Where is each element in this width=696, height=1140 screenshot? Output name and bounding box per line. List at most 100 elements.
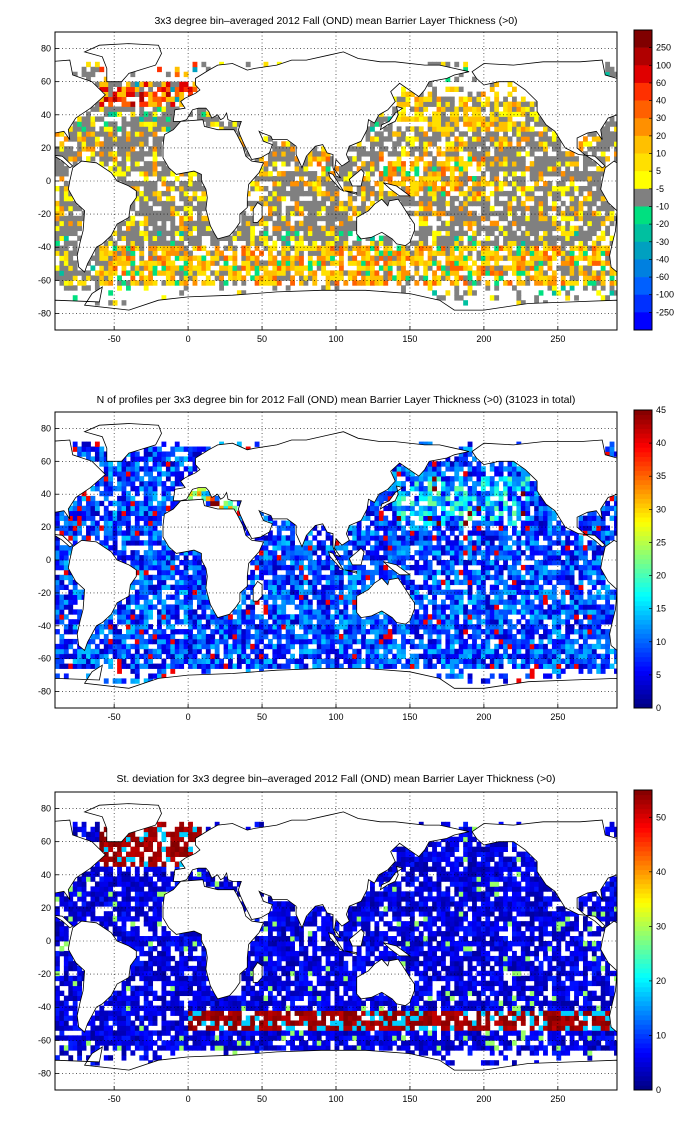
bin-cell xyxy=(591,176,597,182)
y-tick-label: 80 xyxy=(41,44,51,54)
bin-cell xyxy=(330,560,335,566)
bin-cell xyxy=(205,634,211,640)
bin-cell xyxy=(174,280,180,286)
bin-cell xyxy=(130,136,136,142)
bin-cell xyxy=(409,195,415,202)
bin-cell xyxy=(454,265,460,271)
bin-cell xyxy=(507,161,513,167)
bin-cell xyxy=(68,515,74,521)
bin-cell xyxy=(272,230,278,237)
bin-cell xyxy=(454,76,460,83)
bin-cell xyxy=(316,190,322,197)
bin-cell xyxy=(192,86,198,92)
bin-cell xyxy=(94,255,100,261)
bin-cell xyxy=(214,619,220,625)
bin-cell xyxy=(121,658,127,664)
bin-cell xyxy=(436,146,442,152)
bin-cell xyxy=(312,614,318,620)
bin-cell xyxy=(161,619,167,625)
bin-cell xyxy=(72,535,78,541)
bin-cell xyxy=(334,614,340,620)
bin-cell xyxy=(228,643,233,650)
bin-cell xyxy=(609,270,615,276)
bin-cell xyxy=(316,579,322,586)
bin-cell xyxy=(130,619,136,625)
bin-cell xyxy=(210,638,216,645)
bin-cell xyxy=(143,550,149,556)
bin-cell xyxy=(68,599,74,605)
bin-cell xyxy=(467,116,473,122)
bin-cell xyxy=(569,250,575,256)
bin-cell xyxy=(108,466,114,472)
bin-cell xyxy=(188,200,193,207)
bin-cell xyxy=(321,245,327,251)
bin-cell xyxy=(316,215,322,222)
bin-cell xyxy=(396,265,402,271)
bin-cell xyxy=(139,106,145,112)
bin-cell xyxy=(378,520,384,526)
bin-cell xyxy=(370,260,375,266)
bin-cell xyxy=(103,486,109,492)
bin-cell xyxy=(511,255,517,261)
bin-cell xyxy=(285,265,291,271)
bin-cell xyxy=(361,260,366,266)
bin-cell xyxy=(77,495,83,502)
bin-cell xyxy=(130,265,136,271)
bin-cell xyxy=(72,200,78,207)
bin-cell xyxy=(556,141,562,147)
bin-cell xyxy=(139,101,145,107)
bin-cell xyxy=(276,555,282,561)
bin-cell xyxy=(188,609,193,615)
bin-cell xyxy=(520,146,526,152)
bin-cell xyxy=(134,604,140,610)
bin-cell xyxy=(449,131,455,137)
bin-cell xyxy=(578,225,584,232)
bin-cell xyxy=(480,225,486,232)
bin-cell xyxy=(86,446,91,452)
bin-cell xyxy=(161,638,167,645)
bin-cell xyxy=(117,250,122,256)
bin-cell xyxy=(445,265,451,271)
bin-cell xyxy=(228,614,233,620)
bin-cell xyxy=(347,594,353,600)
bin-cell xyxy=(254,560,260,566)
bin-cell xyxy=(59,275,65,281)
bin-cell xyxy=(108,520,114,526)
bin-cell xyxy=(352,156,358,162)
bin-cell xyxy=(414,156,420,162)
bin-cell xyxy=(179,604,185,610)
bin-cell xyxy=(587,260,593,266)
bin-cell xyxy=(370,200,375,207)
bin-cell xyxy=(538,161,544,167)
bin-cell xyxy=(68,525,74,531)
bin-cell xyxy=(55,166,60,172)
bin-cell xyxy=(139,560,145,566)
bin-cell xyxy=(152,235,158,241)
bin-cell xyxy=(188,456,193,462)
bin-cell xyxy=(569,185,575,192)
bin-cell xyxy=(334,240,340,246)
bin-cell xyxy=(214,663,220,669)
bin-cell xyxy=(86,136,91,142)
bin-cell xyxy=(538,171,544,177)
bin-cell xyxy=(161,486,167,492)
bin-cell xyxy=(303,235,309,241)
bin-cell xyxy=(174,176,180,182)
bin-cell xyxy=(387,190,393,197)
bin-cell xyxy=(108,614,114,620)
bin-cell xyxy=(338,225,344,232)
bin-cell xyxy=(241,638,247,645)
bin-cell xyxy=(387,634,393,640)
bin-cell xyxy=(312,638,318,645)
bin-cell xyxy=(361,658,366,664)
bin-cell xyxy=(543,156,548,162)
bin-cell xyxy=(254,599,260,605)
bin-cell xyxy=(281,260,287,266)
bin-cell xyxy=(117,91,122,97)
bin-cell xyxy=(582,255,588,261)
bin-cell xyxy=(316,245,322,251)
bin-cell xyxy=(241,619,247,625)
bin-cell xyxy=(432,126,437,132)
bin-cell xyxy=(201,190,207,197)
bin-cell xyxy=(68,510,74,516)
